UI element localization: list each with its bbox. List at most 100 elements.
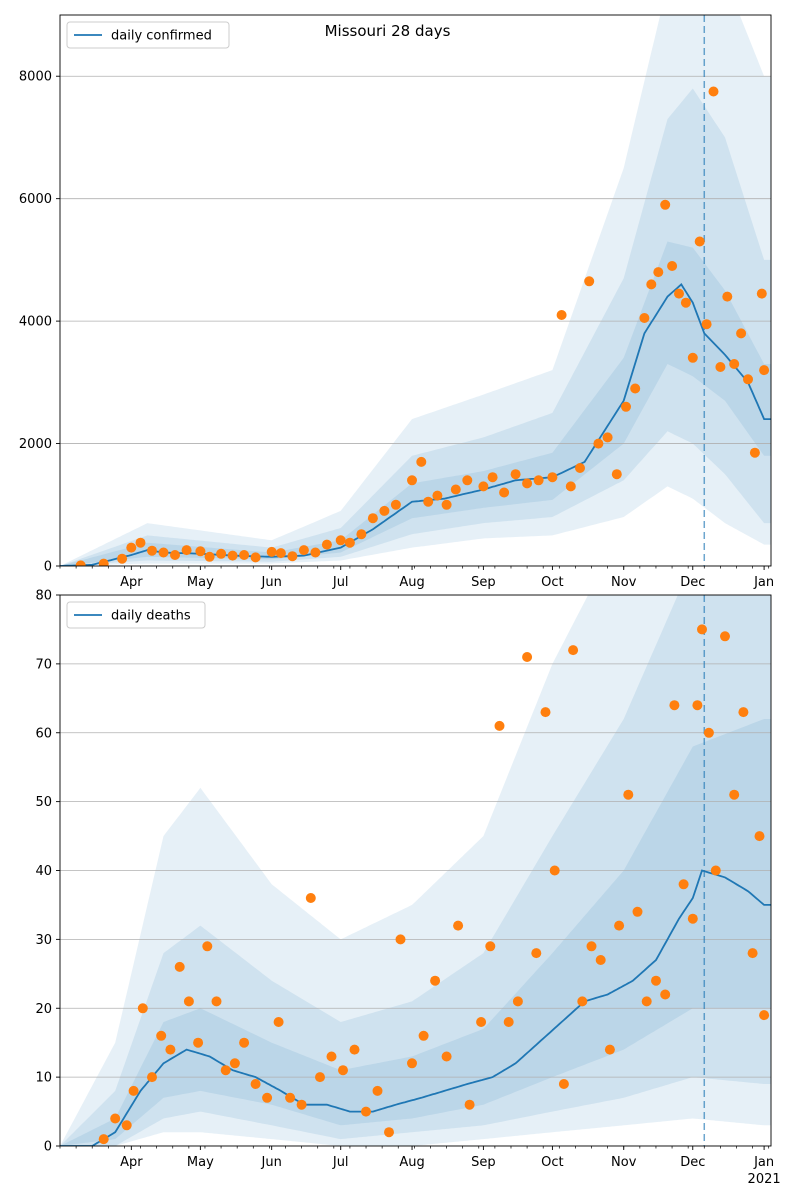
observed-point [747,948,758,959]
observed-point [621,401,631,412]
observed-point [522,478,533,489]
observed-point [315,1072,325,1083]
observed-point [729,789,740,800]
legend: daily deaths [66,601,206,629]
y-tick-label: 80 [35,589,52,604]
observed-point [453,920,464,931]
observed-point [170,550,180,560]
observed-point [326,1051,337,1062]
model-line [60,869,771,1146]
observed-point [390,499,401,510]
observed-point [441,1051,452,1062]
legend-label: daily deaths [111,609,191,624]
observed-point [416,456,427,467]
observed-point [678,879,689,890]
observed-point [476,1017,487,1027]
observed-point [586,941,597,952]
observed-point [510,469,521,480]
legend-box [66,601,206,629]
observed-point [595,955,606,965]
x-tick-label: Dec [680,575,705,590]
x-tick-label: Sep [471,1155,496,1170]
observed-point [703,727,714,738]
observed-point [384,1127,394,1138]
observed-point [407,475,417,486]
x-tick-label: Dec [680,1155,705,1170]
observed-point [193,1037,204,1048]
y-tick-label: 10 [35,1071,52,1086]
observed-point [395,934,406,945]
observed-point [361,1106,371,1117]
y-tick-label: 2000 [19,437,52,452]
observed-point [464,1099,475,1110]
observed-point [110,1113,121,1124]
observed-point [379,505,390,516]
observed-point [211,996,222,1007]
observed-point [697,624,707,635]
observed-point [321,539,332,550]
observed-point [75,560,86,566]
observed-point [367,513,378,524]
x-tick-label: May [187,575,214,590]
observed-point [660,199,671,210]
observed-point [577,996,588,1007]
observed-point [121,1120,132,1131]
observed-point [549,865,560,876]
observed-point [310,547,321,558]
observed-point [687,913,698,924]
observed-point [720,631,730,642]
observed-point [568,645,579,656]
legend-box [66,21,230,49]
observed-point [614,920,625,931]
observed-point [754,831,765,842]
observed-point [128,1085,139,1096]
observed-point [759,365,770,376]
observed-point [273,1017,284,1027]
observed-point [533,475,544,486]
observed-point [669,700,680,711]
observed-point [692,700,703,711]
legend: daily confirmed [66,21,230,49]
observed-point [556,310,567,320]
observed-point [565,481,576,492]
observed-point [487,472,498,483]
observed-point [356,529,367,540]
observed-point [305,893,316,903]
observed-point [239,550,250,560]
observed-point [547,472,558,483]
observed-point [531,948,542,959]
observed-point [708,86,719,97]
observed-point [756,288,767,299]
x-tick-label: Apr [120,1155,143,1170]
observed-point [503,1017,514,1027]
x-tick-label: May [187,1155,214,1170]
observed-point [494,720,505,731]
observed-point [602,432,613,443]
observed-point [630,383,641,394]
observed-point [158,547,169,558]
observed-point [229,1058,240,1069]
band-99-area [60,15,771,566]
observed-point [729,359,740,369]
observed-point [722,291,733,302]
observed-point [216,548,227,559]
observed-point [156,1030,167,1041]
y-tick-label: 50 [35,795,52,810]
x-tick-label: Jul [332,575,349,590]
confirmed-panel: 0 2000 4000 6000 8000 Apr May Jun Jul Aug Sep Oct No… [19,14,774,590]
x-tick-label: Aug [399,575,424,590]
x-tick-label: Aug [399,1155,424,1170]
observed-point [137,1003,148,1014]
x-year-label: 2021 [748,1172,781,1187]
observed-point [593,438,604,449]
observed-point [174,961,185,972]
observed-point [441,499,452,510]
x-tick-label: Jun [261,575,282,590]
y-tick-label: 40 [35,864,52,879]
plot-area [60,15,771,566]
observed-point [611,469,622,480]
observed-point [540,707,551,718]
observed-point [372,1085,383,1096]
y-tick-label: 6000 [19,192,52,207]
deaths-panel: 0 10 20 30 40 50 60 70 80 Apr May Jun Jul Aug Sep Oct No… [35,589,781,1188]
